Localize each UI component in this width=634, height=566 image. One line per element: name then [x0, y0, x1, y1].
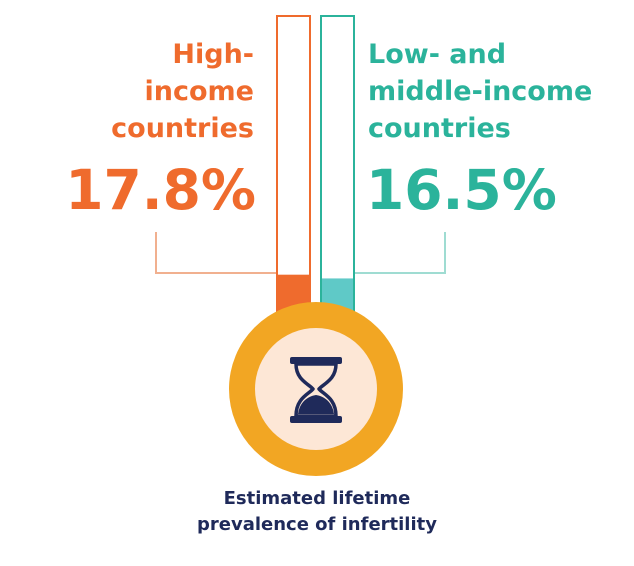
high-income-tube — [276, 15, 311, 327]
hourglass-icon — [290, 357, 342, 423]
lmic-label: Low- and middle-income countries — [368, 36, 592, 147]
lmic-label-line: middle-income — [368, 76, 593, 107]
high-income-label: High- income countries — [111, 36, 254, 147]
high-income-connector — [155, 232, 276, 274]
high-income-label-line: income — [144, 76, 254, 107]
caption-line: Estimated lifetime — [223, 488, 411, 509]
lmic-label-line: countries — [368, 113, 511, 144]
high-income-value: 17.8% — [65, 158, 256, 222]
lmic-label-line: Low- and — [368, 39, 507, 70]
bulb-inner — [255, 328, 377, 450]
caption-line: prevalence of infertility — [196, 514, 437, 535]
lmic-value: 16.5% — [366, 158, 557, 222]
high-income-label-line: countries — [111, 113, 254, 144]
chart-caption: Estimated lifetime prevalence of inferti… — [0, 486, 634, 538]
lmic-tube — [320, 15, 355, 327]
high-income-label-line: High- — [172, 39, 254, 70]
lmic-connector — [350, 232, 446, 274]
